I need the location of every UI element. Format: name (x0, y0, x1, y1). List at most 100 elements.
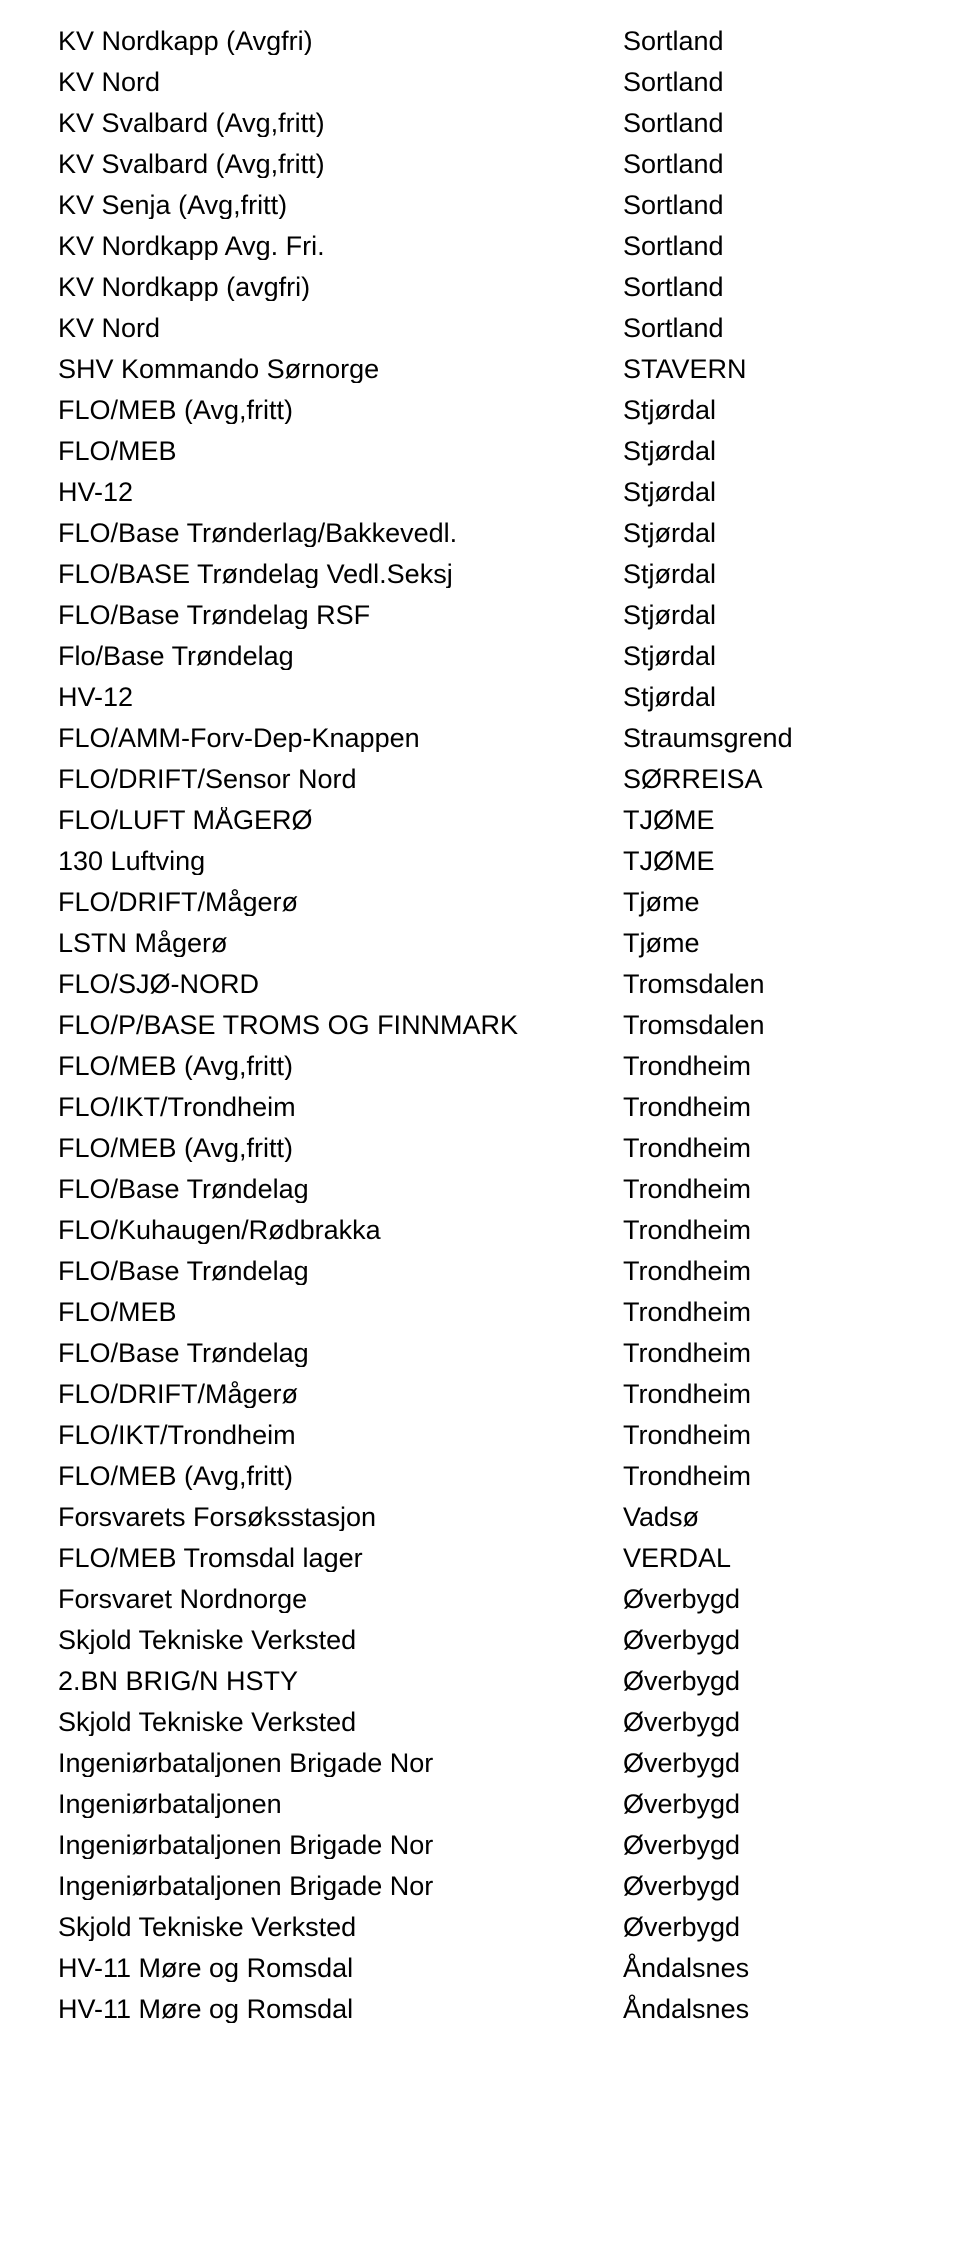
table-row: Forsvaret NordnorgeØverbygd (58, 1586, 920, 1627)
unit-name: HV-12 (58, 684, 623, 711)
location-name: Stjørdal (623, 643, 920, 670)
location-name: Sortland (623, 28, 920, 55)
unit-name: FLO/DRIFT/Mågerø (58, 1381, 623, 1408)
unit-name: FLO/DRIFT/Sensor Nord (58, 766, 623, 793)
table-row: FLO/IKT/TrondheimTrondheim (58, 1422, 920, 1463)
location-name: Sortland (623, 233, 920, 260)
table-row: SHV Kommando SørnorgeSTAVERN (58, 356, 920, 397)
table-row: FLO/MEB (Avg,fritt)Trondheim (58, 1135, 920, 1176)
unit-name: KV Senja (Avg,fritt) (58, 192, 623, 219)
unit-name: FLO/MEB (Avg,fritt) (58, 1463, 623, 1490)
location-name: Trondheim (623, 1135, 920, 1162)
location-name: STAVERN (623, 356, 920, 383)
table-row: FLO/DRIFT/MågerøTrondheim (58, 1381, 920, 1422)
location-name: Øverbygd (623, 1668, 920, 1695)
table-row: Ingeniørbataljonen Brigade NorØverbygd (58, 1873, 920, 1914)
table-row: Flo/Base TrøndelagStjørdal (58, 643, 920, 684)
location-name: Stjørdal (623, 397, 920, 424)
location-name: Øverbygd (623, 1791, 920, 1818)
location-name: Åndalsnes (623, 1996, 920, 2023)
unit-name: FLO/MEB (58, 1299, 623, 1326)
document-page: KV Nordkapp (Avgfri)SortlandKV NordSortl… (0, 0, 960, 2077)
unit-name: FLO/Base Trøndelag (58, 1176, 623, 1203)
location-name: Trondheim (623, 1258, 920, 1285)
table-row: FLO/MEB (Avg,fritt)Stjørdal (58, 397, 920, 438)
unit-name: FLO/AMM-Forv-Dep-Knappen (58, 725, 623, 752)
unit-name: 2.BN BRIG/N HSTY (58, 1668, 623, 1695)
table-row: HV-11 Møre og RomsdalÅndalsnes (58, 1996, 920, 2037)
table-row: Ingeniørbataljonen Brigade NorØverbygd (58, 1750, 920, 1791)
location-name: Stjørdal (623, 602, 920, 629)
table-row: KV Senja (Avg,fritt)Sortland (58, 192, 920, 233)
unit-name: FLO/MEB (Avg,fritt) (58, 1053, 623, 1080)
location-name: VERDAL (623, 1545, 920, 1572)
unit-name: KV Nordkapp Avg. Fri. (58, 233, 623, 260)
unit-name: FLO/IKT/Trondheim (58, 1094, 623, 1121)
table-row: LSTN MågerøTjøme (58, 930, 920, 971)
table-row: FLO/MEBStjørdal (58, 438, 920, 479)
table-row: KV NordSortland (58, 69, 920, 110)
unit-name: HV-12 (58, 479, 623, 506)
table-row: KV Svalbard (Avg,fritt)Sortland (58, 151, 920, 192)
table-row: FLO/SJØ-NORDTromsdalen (58, 971, 920, 1012)
unit-name: FLO/Base Trøndelag (58, 1258, 623, 1285)
unit-name: FLO/Base Trønderlag/Bakkevedl. (58, 520, 623, 547)
table-row: FLO/MEB (Avg,fritt)Trondheim (58, 1053, 920, 1094)
table-row: Ingeniørbataljonen Brigade NorØverbygd (58, 1832, 920, 1873)
table-row: FLO/Base TrøndelagTrondheim (58, 1340, 920, 1381)
unit-name: FLO/P/BASE TROMS OG FINNMARK (58, 1012, 623, 1039)
table-row: HV-11 Møre og RomsdalÅndalsnes (58, 1955, 920, 1996)
table-row: FLO/BASE Trøndelag Vedl.SeksjStjørdal (58, 561, 920, 602)
table-row: FLO/P/BASE TROMS OG FINNMARKTromsdalen (58, 1012, 920, 1053)
location-name: Sortland (623, 110, 920, 137)
table-row: 2.BN BRIG/N HSTYØverbygd (58, 1668, 920, 1709)
table-row: FLO/IKT/TrondheimTrondheim (58, 1094, 920, 1135)
location-name: Trondheim (623, 1094, 920, 1121)
table-row: KV Nordkapp (Avgfri)Sortland (58, 28, 920, 69)
table-row: FLO/Base TrøndelagTrondheim (58, 1258, 920, 1299)
table-row: FLO/MEB Tromsdal lagerVERDAL (58, 1545, 920, 1586)
location-name: Stjørdal (623, 561, 920, 588)
location-name: Sortland (623, 274, 920, 301)
table-row: KV NordSortland (58, 315, 920, 356)
unit-name: LSTN Mågerø (58, 930, 623, 957)
table-row: FLO/DRIFT/Sensor NordSØRREISA (58, 766, 920, 807)
unit-name: SHV Kommando Sørnorge (58, 356, 623, 383)
location-name: Trondheim (623, 1422, 920, 1449)
unit-name: Skjold Tekniske Verksted (58, 1709, 623, 1736)
table-row: HV-12Stjørdal (58, 479, 920, 520)
unit-name: Ingeniørbataljonen Brigade Nor (58, 1873, 623, 1900)
location-name: Øverbygd (623, 1750, 920, 1777)
table-row: FLO/MEBTrondheim (58, 1299, 920, 1340)
location-name: Trondheim (623, 1381, 920, 1408)
location-name: TJØME (623, 807, 920, 834)
unit-name: 130 Luftving (58, 848, 623, 875)
unit-name: Skjold Tekniske Verksted (58, 1914, 623, 1941)
table-row: KV Svalbard (Avg,fritt)Sortland (58, 110, 920, 151)
unit-name: FLO/IKT/Trondheim (58, 1422, 623, 1449)
location-name: Stjørdal (623, 684, 920, 711)
location-name: Øverbygd (623, 1873, 920, 1900)
table-row: Skjold Tekniske VerkstedØverbygd (58, 1709, 920, 1750)
table-row: Forsvarets ForsøksstasjonVadsø (58, 1504, 920, 1545)
location-name: Stjørdal (623, 479, 920, 506)
unit-name: Ingeniørbataljonen Brigade Nor (58, 1750, 623, 1777)
unit-name: Forsvarets Forsøksstasjon (58, 1504, 623, 1531)
location-name: Trondheim (623, 1463, 920, 1490)
location-name: Øverbygd (623, 1709, 920, 1736)
location-name: Sortland (623, 192, 920, 219)
location-name: Åndalsnes (623, 1955, 920, 1982)
location-name: Stjørdal (623, 520, 920, 547)
location-name: Tjøme (623, 930, 920, 957)
location-name: TJØME (623, 848, 920, 875)
unit-name: HV-11 Møre og Romsdal (58, 1996, 623, 2023)
table-row: KV Nordkapp (avgfri)Sortland (58, 274, 920, 315)
location-name: Sortland (623, 69, 920, 96)
unit-name: KV Nord (58, 69, 623, 96)
location-name: Øverbygd (623, 1586, 920, 1613)
location-name: Straumsgrend (623, 725, 920, 752)
location-name: Trondheim (623, 1176, 920, 1203)
table-row: Skjold Tekniske VerkstedØverbygd (58, 1627, 920, 1668)
location-name: SØRREISA (623, 766, 920, 793)
unit-name: Forsvaret Nordnorge (58, 1586, 623, 1613)
